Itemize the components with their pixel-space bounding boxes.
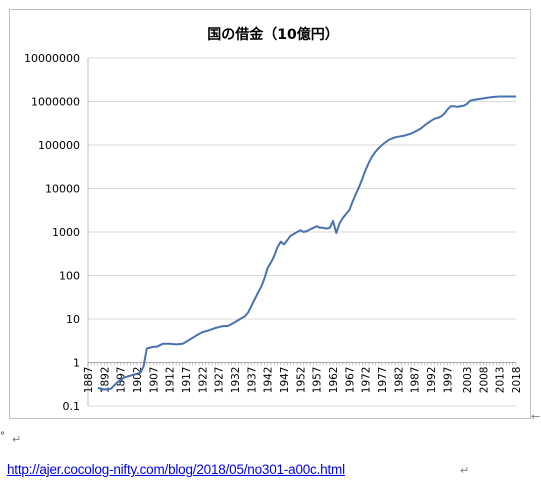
x-tick-label: 1947 <box>279 367 291 394</box>
x-tick-label: 1977 <box>377 367 389 394</box>
x-tick-label: 2018 <box>511 367 523 394</box>
y-tick-label: 1000000 <box>31 96 80 109</box>
x-tick-label: 1937 <box>246 367 258 394</box>
y-tick-label: 10 <box>66 313 80 326</box>
x-tick-label: 1907 <box>148 367 160 394</box>
x-tick-label: 1982 <box>393 367 405 394</box>
x-tick-label: 1967 <box>344 367 356 394</box>
x-tick-label: 1972 <box>361 367 373 394</box>
series-lines <box>97 95 516 391</box>
x-tick-label: 1917 <box>181 367 193 394</box>
y-tick-label: 10000 <box>45 183 80 196</box>
y-tick-label: 100000 <box>38 139 80 152</box>
source-link[interactable]: http://ajer.cocolog-nifty.com/blog/2018/… <box>7 462 345 477</box>
series-line <box>97 95 516 391</box>
x-tick-label: 2008 <box>478 367 490 394</box>
x-tick-label: 1957 <box>312 367 324 394</box>
x-axis: 1887 1892 1897 1902 1907 1912 1917 1922 1927 1932… <box>83 362 523 394</box>
x-tick-label: 1952 <box>295 367 307 394</box>
x-tick-label: 2003 <box>462 367 474 394</box>
degree-mark: ° <box>0 431 5 442</box>
x-tick-label: 1912 <box>165 367 177 394</box>
chart-frame: 国の借金（10億円） 10000000 1000000 100000 10000 100… <box>9 9 531 419</box>
return-mark: ↵ <box>12 433 22 446</box>
x-tick-label: 1962 <box>328 367 340 394</box>
y-tick-label: 100 <box>59 270 80 283</box>
left-arrow-mark: ← <box>531 410 541 423</box>
y-axis: 10000000 1000000 100000 10000 1000 100 10 1 0.1 <box>24 52 89 413</box>
x-tick-label: 2013 <box>495 367 507 394</box>
x-tick-label: 1987 <box>410 367 422 394</box>
x-tick-label: 1942 <box>263 367 275 394</box>
y-tick-label: 0.1 <box>63 400 81 413</box>
return-mark-end: ↵ <box>460 464 470 477</box>
x-tick-label: 1887 <box>83 367 95 394</box>
x-tick-label: 1992 <box>426 367 438 394</box>
y-tick-label: 1000 <box>52 226 80 239</box>
x-tick-label: 1932 <box>230 367 242 394</box>
chart-svg: 国の借金（10億円） 10000000100000010000010000100… <box>24 26 523 413</box>
x-tick-label: 1997 <box>442 367 454 394</box>
x-tick-label: 1892 <box>99 367 111 394</box>
x-tick-label: 1927 <box>214 367 226 394</box>
chart-title: 国の借金（10億円） <box>207 26 338 43</box>
y-tick-label: 1 <box>73 357 80 370</box>
x-tick-label: 1922 <box>197 367 209 394</box>
y-tick-label: 10000000 <box>24 52 80 65</box>
